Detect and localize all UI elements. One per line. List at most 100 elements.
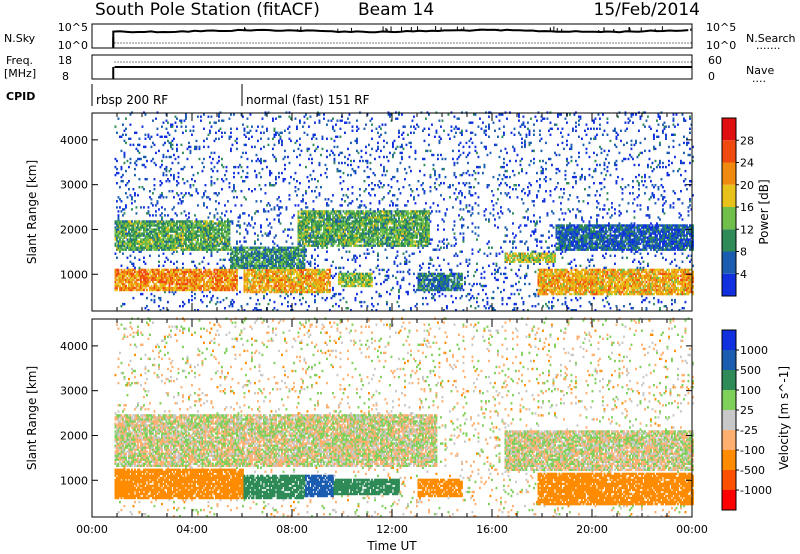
heatmap-cell [260, 148, 262, 150]
heatmap-cell [209, 122, 211, 124]
heatmap-cell [289, 228, 291, 230]
heatmap-cell [340, 128, 342, 130]
heatmap-cell [202, 170, 204, 172]
heatmap-cell [226, 210, 228, 212]
heatmap-cell [334, 146, 336, 148]
heatmap-cell [169, 180, 171, 182]
heatmap-cell [347, 164, 349, 166]
heatmap-cell [347, 118, 349, 120]
heatmap-cell [223, 166, 225, 168]
heatmap-cell [212, 295, 214, 297]
heatmap-cell [128, 180, 130, 182]
heatmap-cell [196, 140, 198, 142]
heatmap-cell [305, 249, 307, 251]
heatmap-cell [248, 279, 250, 281]
heatmap-cell [332, 152, 334, 154]
heatmap-cell [337, 120, 339, 122]
heatmap-cell [292, 228, 294, 230]
heatmap-cell [343, 180, 345, 182]
heatmap-cell [131, 202, 133, 204]
heatmap-cell [133, 263, 135, 265]
heatmap-cell [280, 212, 282, 214]
heatmap-cell [176, 126, 178, 128]
heatmap-cell [278, 196, 280, 198]
heatmap-cell [364, 128, 366, 130]
heatmap-cell [155, 204, 157, 206]
heatmap-cell [125, 204, 127, 206]
heatmap-cell [352, 192, 354, 194]
heatmap-cell [223, 120, 225, 122]
heatmap-cell [365, 152, 367, 154]
heatmap-cell [319, 113, 321, 115]
heatmap-cell [139, 186, 141, 188]
heatmap-cell [194, 265, 196, 267]
heatmap-cell [254, 188, 256, 190]
heatmap-cell [269, 299, 271, 301]
heatmap-cell [293, 214, 295, 216]
heatmap-cell [326, 150, 328, 152]
heatmap-cell [236, 240, 238, 242]
heatmap-cell [247, 118, 249, 120]
heatmap-cell [316, 216, 318, 218]
heatmap-cell [364, 180, 366, 182]
heatmap-cell [268, 202, 270, 204]
heatmap-cell [304, 116, 306, 118]
heatmap-cell [211, 176, 213, 178]
heatmap-cell [262, 168, 264, 170]
heatmap-cell [241, 204, 243, 206]
heatmap-cell [299, 138, 301, 140]
heatmap-cell [193, 130, 195, 132]
heatmap-cell [337, 146, 339, 148]
heatmap-cell [125, 134, 127, 136]
heatmap-cell [157, 134, 159, 136]
heatmap-cell [328, 243, 330, 245]
heatmap-cell [172, 162, 174, 164]
heatmap-cell [232, 220, 234, 222]
heatmap-cell [122, 134, 124, 136]
heatmap-cell [332, 261, 334, 263]
cpid-panel: CPID rbsp 200 RF normal (fast) 151 RF [6, 84, 370, 107]
heatmap-cell [359, 194, 361, 196]
heatmap-cell [118, 269, 120, 271]
heatmap-cell [193, 184, 195, 186]
heatmap-cell [307, 176, 309, 178]
heatmap-cell [355, 297, 357, 299]
heatmap-cell [311, 293, 313, 295]
heatmap-cell [230, 148, 232, 150]
heatmap-cell [227, 253, 229, 255]
heatmap-cell [170, 174, 172, 176]
heatmap-cell [205, 184, 207, 186]
heatmap-cell [305, 192, 307, 194]
heatmap-cell [344, 200, 346, 202]
heatmap-cell [244, 180, 246, 182]
heatmap-cell [299, 144, 301, 146]
heatmap-cell [154, 184, 156, 186]
heatmap-cell [326, 202, 328, 204]
heatmap-cell [326, 297, 328, 299]
heatmap-cell [310, 174, 312, 176]
heatmap-cell [251, 136, 253, 138]
heatmap-cell [308, 305, 310, 307]
heatmap-cell [167, 301, 169, 303]
heatmap-cell [325, 164, 327, 166]
heatmap-cell [193, 126, 195, 128]
freq-unit-label: [MHz] [4, 67, 36, 80]
heatmap-cell [199, 263, 201, 265]
heatmap-cell [254, 170, 256, 172]
heatmap-cell [136, 132, 138, 134]
heatmap-cell [188, 216, 190, 218]
heatmap-cell [332, 126, 334, 128]
heatmap-cell [217, 178, 219, 180]
heatmap-cell [199, 146, 201, 148]
heatmap-cell [355, 269, 357, 271]
heatmap-cell [340, 267, 342, 269]
heatmap-cell [166, 156, 168, 158]
heatmap-cell [124, 154, 126, 156]
heatmap-cell [176, 148, 178, 150]
heatmap-cell [352, 200, 354, 202]
heatmap-cell [236, 148, 238, 150]
heatmap-cell [149, 255, 151, 257]
heatmap-cell [295, 204, 297, 206]
heatmap-cell [284, 178, 286, 180]
heatmap-cell [166, 128, 168, 130]
